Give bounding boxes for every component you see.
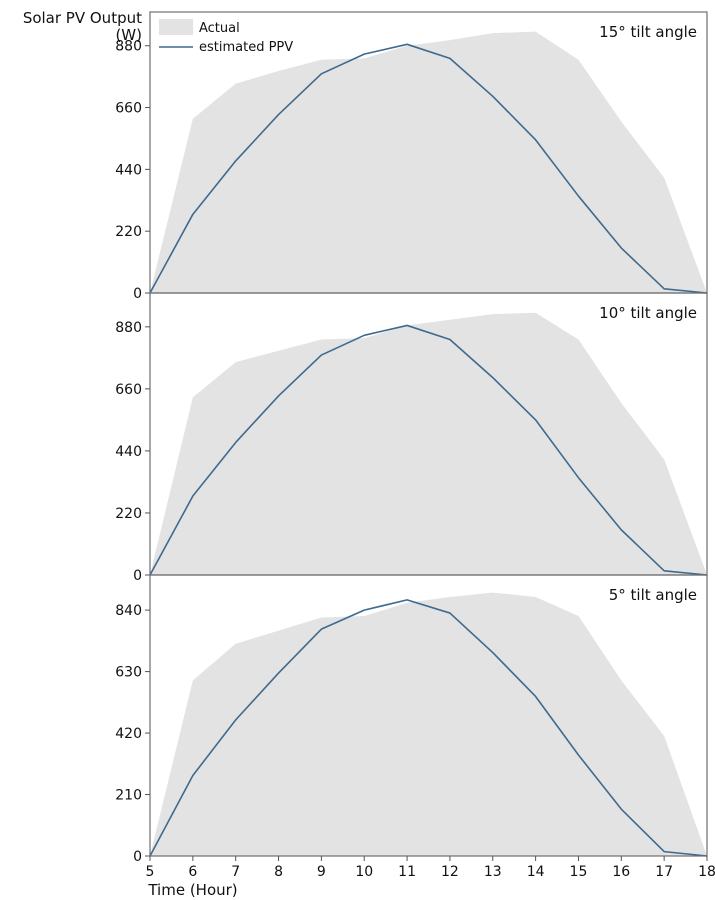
y-tick-label: 880 xyxy=(115,320,142,336)
panel-10-degree: 0 220 440 660 880 10° tilt angle xyxy=(115,292,708,584)
x-tick-label: 15 xyxy=(570,864,588,880)
x-tick-label: 9 xyxy=(317,864,326,880)
y-tick-label: 220 xyxy=(115,506,142,522)
y-tick-label: 840 xyxy=(115,603,142,619)
x-tick-label: 18 xyxy=(698,864,715,880)
panel-15-degree: 0 220 440 660 880 15° tilt angle xyxy=(115,11,708,302)
x-tick-label: 6 xyxy=(188,864,197,880)
x-tick-label: 7 xyxy=(231,864,240,880)
legend-actual-swatch xyxy=(159,19,193,35)
x-tick-label: 11 xyxy=(398,864,416,880)
legend-estimated-label: estimated PPV xyxy=(199,40,293,55)
panel-title: 10° tilt angle xyxy=(599,304,697,322)
actual-area xyxy=(150,592,707,856)
y-tick-label: 0 xyxy=(133,286,142,302)
estimated-ppv-line xyxy=(149,43,708,294)
x-tick-label: 17 xyxy=(655,864,673,880)
x-tick-label: 14 xyxy=(527,864,545,880)
panel-5-degree: 0 210 420 630 840 5° tilt angle xyxy=(115,574,708,865)
x-tick-label: 13 xyxy=(484,864,502,880)
y-tick-label: 880 xyxy=(115,39,142,55)
y-tick-label: 660 xyxy=(115,382,142,398)
x-tick-label: 5 xyxy=(146,864,155,880)
actual-area xyxy=(150,312,707,575)
y-axis-unit: (W) xyxy=(115,26,142,44)
panel-title: 15° tilt angle xyxy=(599,23,697,41)
legend: Actual estimated PPV xyxy=(159,19,293,55)
estimated-ppv-line xyxy=(149,599,708,857)
y-tick-label: 440 xyxy=(115,444,142,460)
y-tick-label: 660 xyxy=(115,101,142,117)
y-tick-label: 210 xyxy=(115,788,142,804)
x-tick-label: 16 xyxy=(612,864,630,880)
y-tick-label: 0 xyxy=(133,568,142,584)
y-tick-label: 420 xyxy=(115,726,142,742)
x-tick-label: 10 xyxy=(355,864,373,880)
x-tick-label: 8 xyxy=(274,864,283,880)
x-axis-title: Time (Hour) xyxy=(147,881,237,899)
panel-frame xyxy=(149,574,708,857)
estimated-ppv-line xyxy=(149,324,708,576)
x-tick-label: 12 xyxy=(441,864,459,880)
actual-area xyxy=(150,31,707,293)
panel-title: 5° tilt angle xyxy=(609,586,697,604)
y-tick-label: 220 xyxy=(115,224,142,240)
y-tick-label: 440 xyxy=(115,162,142,178)
y-tick-label: 630 xyxy=(115,665,142,681)
x-axis: 5 6 7 8 9 10 11 12 13 14 15 16 17 18 xyxy=(146,856,715,880)
legend-actual-label: Actual xyxy=(199,21,240,36)
y-tick-label: 0 xyxy=(133,849,142,865)
y-axis-title: Solar PV Output xyxy=(23,9,142,27)
